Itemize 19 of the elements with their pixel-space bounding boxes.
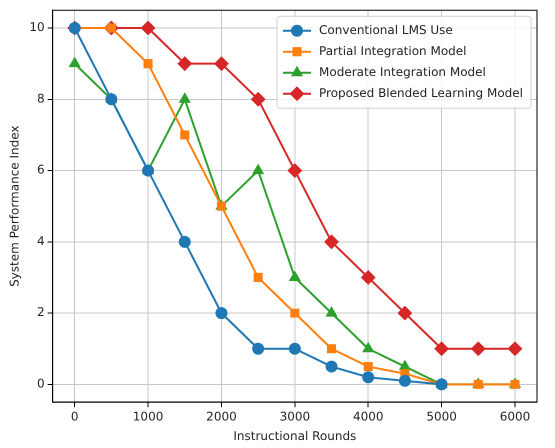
x-tick-label: 6000: [500, 410, 530, 424]
legend-label: Conventional LMS Use: [319, 22, 453, 37]
x-tick-label: 1000: [132, 410, 164, 424]
x-tick-label: 3000: [280, 410, 310, 424]
x-axis-title: Instructional Rounds: [233, 428, 356, 443]
x-tick-label: 0: [70, 410, 79, 424]
y-tick-label: 4: [37, 234, 45, 248]
y-tick-label: 6: [37, 162, 45, 177]
legend-label: Partial Integration Model: [319, 44, 467, 58]
legend-label: Moderate Integration Model: [319, 64, 486, 79]
y-tick-label: 2: [37, 305, 45, 320]
y-tick-label: 0: [37, 376, 45, 391]
x-tick-label: 5000: [426, 410, 457, 424]
y-tick-label: 8: [37, 91, 45, 106]
y-axis-title: System Performance Index: [7, 125, 22, 287]
y-tick-label: 10: [29, 20, 45, 34]
x-tick-label: 4000: [352, 410, 384, 424]
legend-label: Proposed Blended Learning Model: [319, 86, 524, 100]
x-tick-label: 2000: [206, 410, 237, 424]
